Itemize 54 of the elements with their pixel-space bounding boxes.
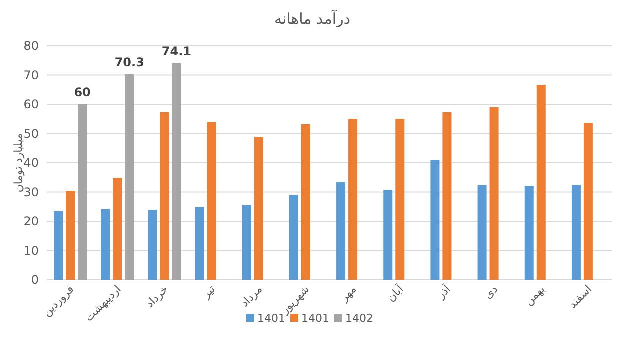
y-tick-label: 60 bbox=[24, 98, 39, 112]
bar bbox=[478, 185, 487, 280]
bar bbox=[490, 107, 499, 280]
bar bbox=[242, 205, 252, 280]
legend-label: 1402 bbox=[346, 312, 374, 325]
bar bbox=[336, 182, 346, 280]
x-tick-label: مهر bbox=[337, 282, 360, 305]
bar bbox=[207, 122, 216, 280]
y-tick-label: 70 bbox=[24, 68, 39, 82]
y-tick-label: 30 bbox=[24, 185, 39, 200]
bar bbox=[442, 112, 452, 280]
bar bbox=[172, 63, 182, 280]
bar bbox=[384, 190, 393, 280]
bar bbox=[160, 112, 170, 280]
bar bbox=[396, 119, 405, 280]
y-tick-label: 0 bbox=[31, 273, 39, 287]
bar bbox=[289, 195, 298, 280]
bar bbox=[125, 74, 134, 280]
bar bbox=[572, 185, 581, 280]
x-tick-label: اسفند bbox=[566, 282, 595, 312]
y-tick-label: 20 bbox=[24, 214, 39, 228]
x-tick-label: مرداد bbox=[238, 282, 266, 310]
bar bbox=[101, 209, 110, 280]
y-tick-label: 50 bbox=[24, 126, 39, 141]
x-tick-label: تیر bbox=[199, 282, 218, 302]
bar bbox=[148, 210, 158, 280]
bar bbox=[536, 85, 546, 280]
bar bbox=[195, 207, 204, 280]
x-tick-label: اردیبهشت bbox=[82, 282, 124, 324]
x-tick-label: دی bbox=[482, 282, 500, 302]
x-tick-label: آبان bbox=[384, 282, 407, 305]
bar bbox=[113, 178, 122, 280]
y-tick-label: 40 bbox=[24, 156, 39, 170]
data-label: 60 bbox=[74, 86, 91, 100]
x-tick-label: آذر bbox=[433, 282, 454, 302]
y-tick-label: 80 bbox=[24, 39, 39, 53]
bar bbox=[584, 123, 593, 280]
bar bbox=[254, 137, 264, 280]
data-label: 74.1 bbox=[162, 44, 192, 58]
legend-label: 1401 bbox=[258, 312, 286, 325]
bar bbox=[54, 211, 64, 280]
x-tick-label: خرداد bbox=[143, 282, 171, 310]
bar bbox=[301, 124, 310, 280]
chart-title: درآمد ماهانه bbox=[274, 9, 351, 28]
bar bbox=[78, 104, 88, 280]
y-axis-title: میلیارد تومان bbox=[12, 133, 25, 193]
x-tick-label: فروردین bbox=[40, 282, 77, 320]
bar bbox=[524, 186, 534, 280]
data-label: 70.3 bbox=[114, 55, 144, 70]
x-tick-label: بهمن bbox=[522, 282, 548, 308]
bar bbox=[348, 119, 358, 280]
bar bbox=[430, 160, 440, 280]
y-tick-label: 10 bbox=[24, 244, 39, 258]
bar bbox=[66, 191, 76, 280]
